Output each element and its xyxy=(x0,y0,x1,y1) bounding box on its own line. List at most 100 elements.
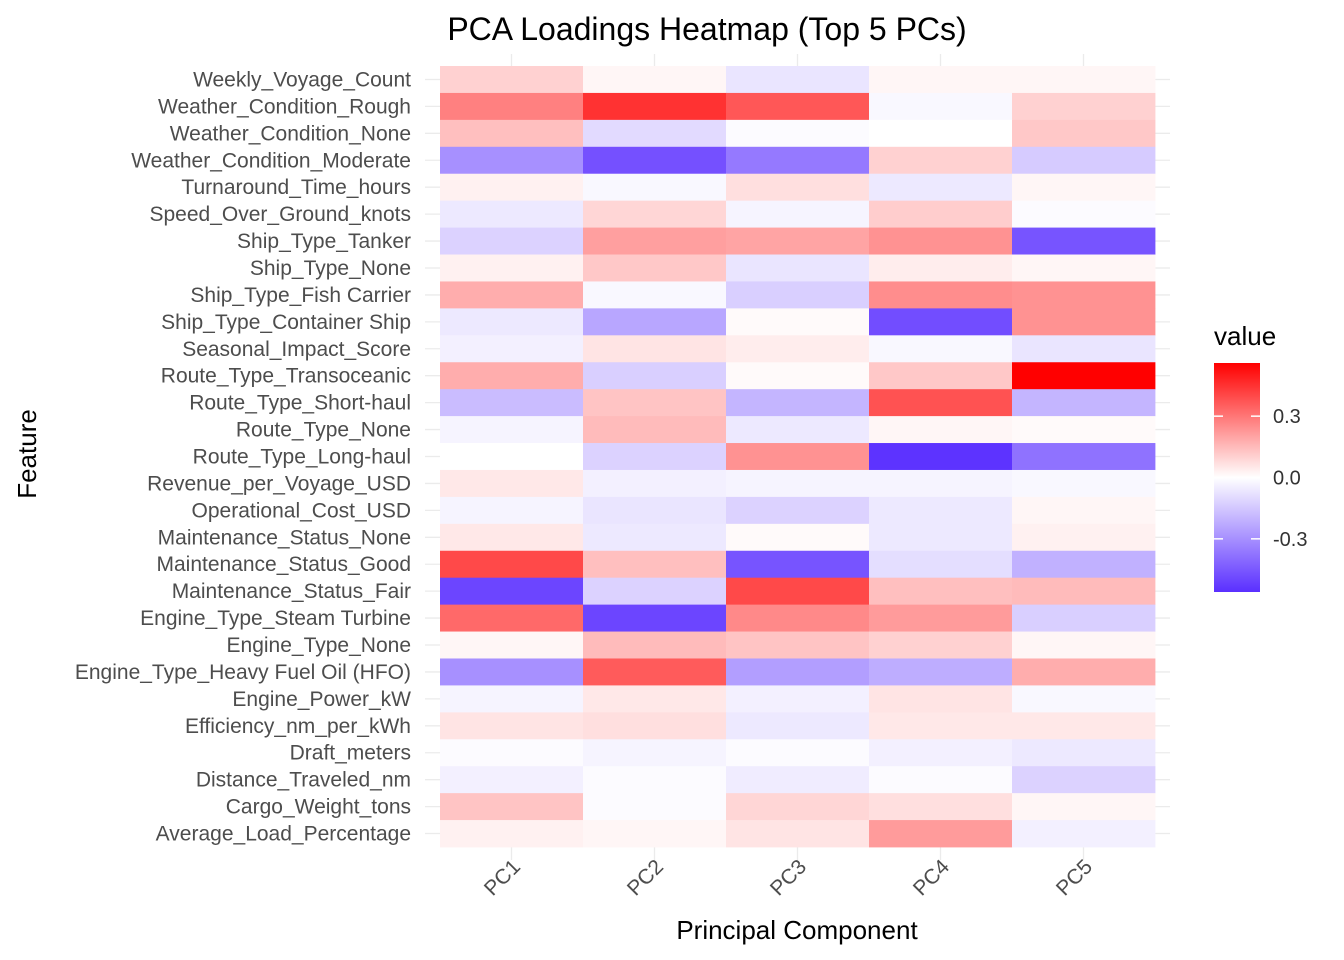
heatmap-cell xyxy=(583,793,727,821)
heatmap-cell xyxy=(726,119,870,148)
x-axis-tick-labels: PC1 PC2 PC3 PC4 PC5 xyxy=(480,855,1097,900)
heatmap-cell xyxy=(1012,146,1156,175)
heatmap-cell xyxy=(1012,712,1156,740)
heatmap-cell xyxy=(440,685,584,713)
heatmap-cell xyxy=(440,550,584,579)
heatmap-cell xyxy=(1012,793,1156,821)
heatmap-cell xyxy=(1012,523,1156,552)
heatmap-cell xyxy=(1012,200,1156,228)
heatmap-cell xyxy=(869,712,1013,740)
heatmap-cell xyxy=(583,739,727,767)
y-tick-label: Seasonal_Impact_Score xyxy=(182,338,411,361)
heatmap-cell xyxy=(440,469,584,498)
heatmap-cell xyxy=(583,469,727,498)
y-tick-label: Ship_Type_Container Ship xyxy=(161,311,411,334)
y-tick-label: Engine_Power_kW xyxy=(232,688,411,711)
heatmap-cell xyxy=(869,335,1013,363)
heatmap-cell xyxy=(583,416,727,444)
heatmap-cell xyxy=(726,820,870,848)
y-tick-label: Turnaround_Time_hours xyxy=(181,176,411,199)
heatmap-cell xyxy=(869,362,1013,390)
heatmap-cell xyxy=(440,362,584,390)
y-tick-label: Route_Type_Short-haul xyxy=(189,392,411,415)
heatmap-cell xyxy=(1012,469,1156,498)
y-tick-label: Operational_Cost_USD xyxy=(192,499,411,522)
y-tick-label: Ship_Type_None xyxy=(250,257,411,280)
heatmap-cell xyxy=(440,66,584,94)
heatmap-cell xyxy=(583,254,727,282)
heatmap-cell xyxy=(869,550,1013,579)
heatmap-cell xyxy=(869,766,1013,794)
heatmap-cell xyxy=(869,443,1013,471)
heatmap-cell xyxy=(440,577,584,606)
x-tick-label: PC2 xyxy=(623,855,668,900)
y-tick-label: Weather_Condition_Moderate xyxy=(131,149,411,172)
heatmap-cell xyxy=(726,712,870,740)
heatmap-cell xyxy=(583,631,727,659)
heatmap-cell xyxy=(583,820,727,848)
heatmap-cell xyxy=(583,119,727,148)
heatmap-cell xyxy=(869,739,1013,767)
heatmap-cell xyxy=(440,389,584,417)
heatmap-cell xyxy=(869,200,1013,228)
x-tick-label: PC5 xyxy=(1052,855,1097,900)
heatmap-cell xyxy=(583,658,727,686)
heatmap-cell xyxy=(726,658,870,686)
heatmap-cell xyxy=(869,685,1013,713)
heatmap-cell xyxy=(583,443,727,471)
legend-tick-label: -0.3 xyxy=(1273,529,1307,551)
heatmap-cell xyxy=(726,281,870,309)
heatmap-cell xyxy=(1012,173,1156,202)
heatmap-cell xyxy=(1012,604,1156,632)
heatmap-cell xyxy=(1012,389,1156,417)
heatmap-cell xyxy=(726,739,870,767)
heatmap-cell xyxy=(440,604,584,632)
y-tick-label: Average_Load_Percentage xyxy=(156,823,411,846)
heatmap-cell xyxy=(1012,227,1156,255)
heatmap-cell xyxy=(726,362,870,390)
heatmap-cell xyxy=(869,146,1013,175)
y-axis-tick-labels: Weekly_Voyage_Count Weather_Condition_Rou… xyxy=(75,68,411,845)
heatmap-cell xyxy=(869,119,1013,148)
heatmap-cell xyxy=(440,227,584,255)
y-tick-label: Route_Type_Long-haul xyxy=(193,446,411,469)
heatmap-cell xyxy=(869,658,1013,686)
heatmap-cell xyxy=(583,712,727,740)
heatmap-cell xyxy=(583,335,727,363)
heatmap-cells xyxy=(440,66,1156,848)
heatmap-cell xyxy=(1012,739,1156,767)
heatmap-cell xyxy=(440,281,584,309)
heatmap-cell xyxy=(726,550,870,579)
heatmap-cell xyxy=(726,523,870,552)
heatmap-cell xyxy=(440,739,584,767)
heatmap-cell xyxy=(583,227,727,255)
heatmap-cell xyxy=(583,685,727,713)
heatmap-cell xyxy=(726,685,870,713)
heatmap-cell xyxy=(440,254,584,282)
heatmap-cell xyxy=(440,712,584,740)
heatmap-cell xyxy=(1012,658,1156,686)
heatmap-cell xyxy=(440,146,584,175)
heatmap-cell xyxy=(583,766,727,794)
y-tick-label: Weather_Condition_None xyxy=(170,122,411,145)
heatmap-cell xyxy=(726,200,870,228)
heatmap-cell xyxy=(869,820,1013,848)
heatmap-cell xyxy=(583,146,727,175)
heatmap-cell xyxy=(1012,416,1156,444)
heatmap-cell xyxy=(726,308,870,336)
heatmap-cell xyxy=(440,92,584,121)
heatmap-cell xyxy=(1012,577,1156,606)
x-tick-label: PC3 xyxy=(766,855,811,900)
x-axis-title: Principal Component xyxy=(676,915,918,945)
heatmap-cell xyxy=(726,173,870,202)
heatmap-cell xyxy=(1012,631,1156,659)
heatmap-cell xyxy=(869,577,1013,606)
heatmap-cell xyxy=(726,577,870,606)
heatmap-cell xyxy=(869,469,1013,498)
y-tick-label: Cargo_Weight_tons xyxy=(226,796,411,819)
heatmap-cell xyxy=(583,496,727,525)
heatmap-cell xyxy=(1012,254,1156,282)
y-tick-label: Engine_Type_Steam Turbine xyxy=(140,607,411,630)
heatmap-cell xyxy=(1012,550,1156,579)
